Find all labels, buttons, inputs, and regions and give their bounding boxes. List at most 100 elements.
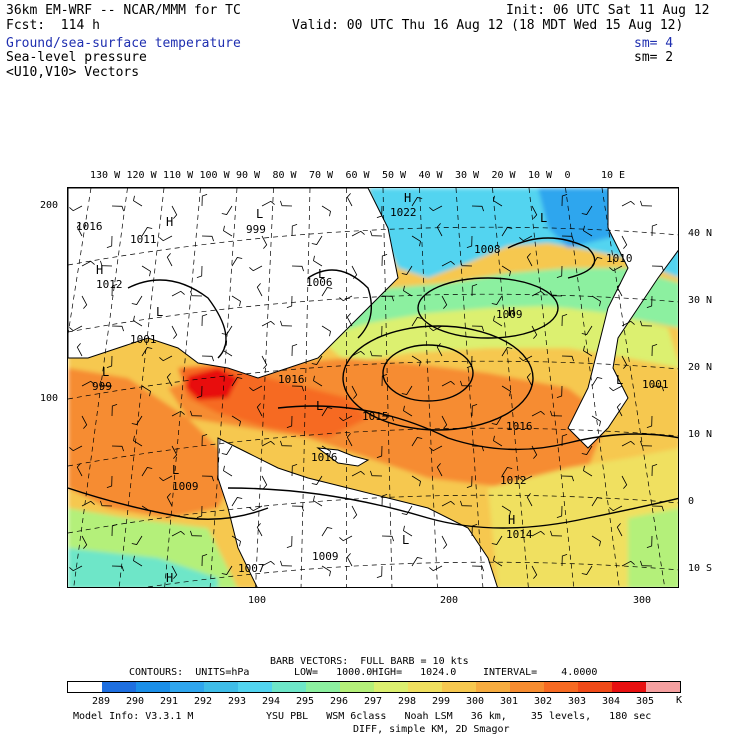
colorbar-swatch-13	[510, 682, 544, 692]
colorbar-label-302: 302	[533, 696, 553, 707]
meridian-3	[164, 188, 201, 587]
colorbar-label-303: 303	[567, 696, 587, 707]
wind-barb-23	[159, 235, 173, 242]
wind-barb-115	[519, 355, 533, 362]
wind-barb-28	[311, 235, 323, 245]
parallel-4	[68, 494, 678, 534]
wind-barb-42	[141, 265, 151, 277]
lon-label-3: 100 W	[199, 170, 230, 181]
contours-interval: INTERVAL= 4.0000	[483, 667, 598, 678]
lat-label-2: 20 N	[688, 362, 713, 373]
wind-barb-217	[591, 497, 603, 507]
wind-barb-71	[403, 285, 413, 297]
wind-barb-9	[346, 193, 353, 207]
sst-south-cool	[628, 508, 678, 587]
wind-barb-60	[81, 295, 88, 309]
wind-barb-199	[651, 464, 658, 477]
wind-barb-83	[171, 325, 178, 339]
wind-barb-22	[141, 227, 153, 237]
wind-barb-58	[609, 265, 623, 272]
wind-barb-232	[441, 535, 448, 549]
system-label-11: H	[508, 513, 515, 527]
wind-barb-134	[501, 385, 511, 397]
wind-barb-235	[531, 530, 545, 537]
wind-barb-108	[311, 355, 323, 365]
field-label-slp: Sea-level pressure	[6, 50, 147, 65]
wind-barb-10	[376, 205, 383, 218]
wind-barb-20	[76, 223, 83, 237]
wind-barb-40	[81, 260, 95, 267]
wind-barb-201	[100, 500, 113, 507]
wind-barb-180	[76, 463, 83, 477]
barb-vectors-note: BARB VECTORS: FULL BARB = 10 kts	[270, 656, 469, 667]
pressure-label-7: 1010	[606, 252, 633, 265]
wind-barb-49	[351, 265, 358, 279]
wind-barb-194	[501, 467, 513, 477]
wind-barb-77	[591, 295, 601, 307]
colorbar-swatch-11	[442, 682, 476, 692]
wind-barb-167	[280, 440, 293, 447]
pressure-label-8: 1009	[496, 308, 523, 321]
wind-barb-251	[411, 557, 423, 567]
wind-barb-120	[81, 380, 95, 387]
sst-pacific-warm	[68, 368, 238, 518]
lat-label-4: 0	[688, 496, 695, 507]
wind-barb-221	[111, 524, 118, 537]
system-label-3: L	[316, 399, 323, 413]
colorbar-swatch-4	[204, 682, 238, 692]
wind-barb-110	[370, 350, 383, 357]
wind-barb-231	[403, 525, 413, 537]
system-label-5: H	[404, 191, 411, 205]
wind-barb-87	[280, 320, 293, 327]
land-south-america	[217, 437, 498, 587]
wind-barb-171	[411, 437, 423, 447]
colorbar-label-pad	[67, 696, 84, 707]
parallel-1	[68, 293, 678, 333]
wind-barb-241	[111, 565, 124, 572]
wind-barb-172	[429, 445, 443, 452]
isobar-6	[68, 487, 269, 520]
wind-barb-15	[531, 205, 538, 219]
colorbar-label-304: 304	[601, 696, 621, 707]
wind-barb-154	[491, 415, 503, 425]
wind-barb-93	[471, 325, 484, 332]
wind-barb-208	[313, 495, 323, 507]
wind-barb-197	[583, 465, 593, 477]
wind-barb-256	[561, 554, 568, 567]
map-panel: 1016 1011 1012 999 1006 1022 1008 1010 1009 1001 1…	[67, 187, 679, 588]
wind-barb-149	[339, 415, 353, 422]
wind-barb-46	[249, 265, 263, 272]
wind-barb-146	[256, 403, 263, 417]
wind-barb-43	[166, 253, 173, 267]
wind-barb-54	[501, 265, 511, 277]
forecast-hour: Fcst: 114 h	[6, 18, 100, 33]
parallel-0	[68, 226, 678, 266]
system-label-14: H	[166, 571, 173, 585]
wind-barb-123	[166, 373, 173, 387]
wind-barb-88	[321, 325, 331, 337]
wind-barb-124	[196, 385, 203, 398]
wind-barb-215	[526, 493, 533, 507]
wind-barb-203	[166, 493, 173, 507]
wind-barb-35	[519, 235, 533, 242]
wind-barb-168	[321, 445, 331, 457]
wind-barb-191	[411, 475, 421, 487]
wind-barb-184	[201, 475, 214, 482]
wind-barb-5	[221, 205, 233, 215]
pressure-label-10: 1016	[278, 373, 305, 386]
wind-barb-80	[69, 325, 83, 332]
wind-barb-155	[531, 410, 545, 417]
wind-barb-37	[583, 225, 593, 237]
wind-barb-152	[441, 415, 448, 429]
wind-barb-144	[190, 410, 203, 417]
wind-barb-257	[581, 565, 593, 575]
wind-barb-82	[133, 315, 143, 327]
wind-barb-166	[261, 440, 275, 447]
wind-barb-29	[351, 230, 365, 237]
colorbar-swatch-10	[408, 682, 442, 692]
wind-barb-211	[401, 505, 413, 515]
wind-barb-210	[381, 494, 388, 507]
wind-barb-2	[133, 195, 143, 207]
wind-barb-84	[201, 314, 208, 327]
wind-barb-247	[280, 560, 293, 567]
